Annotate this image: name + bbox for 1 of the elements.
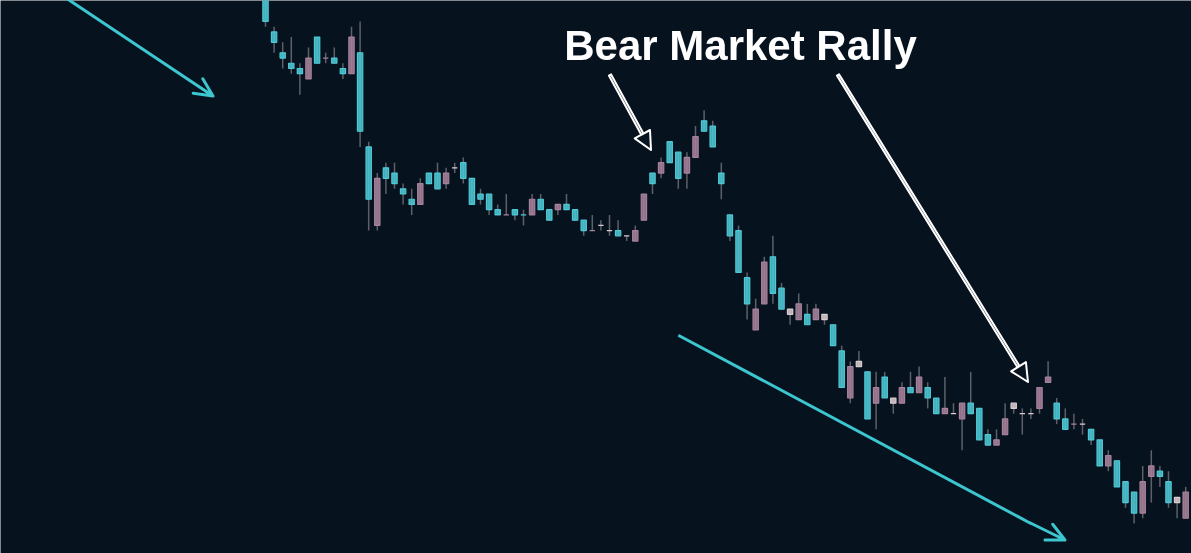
annotation: Bear Market Rally [564, 22, 918, 69]
